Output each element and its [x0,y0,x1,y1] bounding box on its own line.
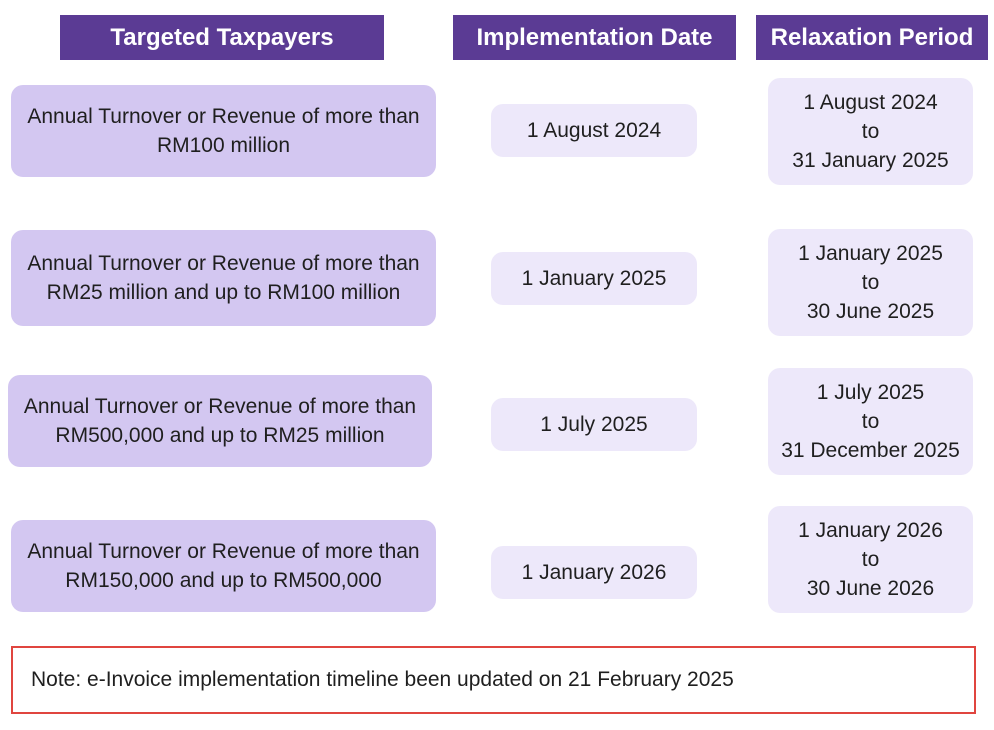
header-implementation-date: Implementation Date [453,15,736,60]
implementation-date-row-1: 1 August 2024 [491,104,697,157]
taxpayer-box-row-4: Annual Turnover or Revenue of more than … [11,520,436,612]
update-note: Note: e-Invoice implementation timeline … [11,646,976,714]
relaxation-to-word: to [861,410,880,433]
relaxation-end: 30 June 2025 [806,300,935,323]
relaxation-to-word: to [861,120,880,143]
relaxation-end: 30 June 2026 [806,577,935,600]
relaxation-to-word: to [861,271,880,294]
relaxation-start: 1 January 2025 [798,242,943,265]
relaxation-to-word: to [861,548,880,571]
taxpayer-box-row-3: Annual Turnover or Revenue of more than … [8,375,432,467]
taxpayer-box-row-2: Annual Turnover or Revenue of more than … [11,230,436,326]
relaxation-start: 1 January 2026 [798,519,943,542]
relaxation-end: 31 December 2025 [781,439,960,462]
implementation-date-row-4: 1 January 2026 [491,546,697,599]
implementation-date-row-2: 1 January 2025 [491,252,697,305]
relaxation-period-row-1: 1 August 2024 to 31 January 2025 [768,78,973,185]
header-relaxation-period: Relaxation Period [756,15,988,60]
implementation-date-row-3: 1 July 2025 [491,398,697,451]
relaxation-period-row-4: 1 January 2026 to 30 June 2026 [768,506,973,613]
relaxation-period-row-2: 1 January 2025 to 30 June 2025 [768,229,973,336]
relaxation-period-row-3: 1 July 2025 to 31 December 2025 [768,368,973,475]
relaxation-end: 31 January 2025 [792,149,949,172]
relaxation-start: 1 August 2024 [803,91,938,114]
relaxation-start: 1 July 2025 [816,381,925,404]
taxpayer-box-row-1: Annual Turnover or Revenue of more than … [11,85,436,177]
header-targeted-taxpayers: Targeted Taxpayers [60,15,384,60]
